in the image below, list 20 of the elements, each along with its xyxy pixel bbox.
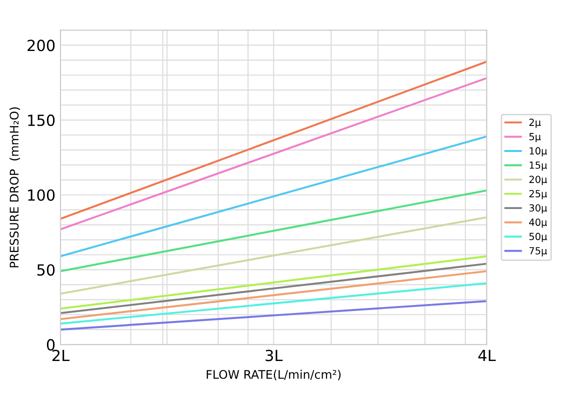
y-tick-label: 50 — [37, 264, 55, 276]
legend-label: 75μ — [529, 247, 547, 256]
legend-label: 15μ — [530, 162, 547, 171]
y-axis-title: PRESSURE DROP (mmH₂O) — [9, 107, 20, 268]
legend-label: 30μ — [529, 204, 547, 214]
x-tick-label: 4L — [478, 350, 496, 362]
y-tick-label: 200 — [28, 40, 55, 52]
y-tick-label: 0 — [46, 339, 55, 351]
y-tick-label: 100 — [28, 189, 55, 201]
legend-label: 5μ — [529, 133, 541, 142]
legend-label: 25μ — [529, 190, 547, 200]
legend-label: 50μ — [529, 232, 547, 242]
legend-label: 20μ — [529, 176, 547, 185]
x-tick-label: 3L — [266, 350, 283, 362]
x-tick-label: 2L — [52, 350, 70, 362]
x-axis-title: FLOW RATE(L/min/cm²) — [206, 370, 341, 380]
legend-label: 2μ — [529, 118, 541, 128]
legend-label: 10μ — [530, 147, 547, 156]
legend-label: 40μ — [529, 218, 547, 228]
y-tick-label: 150 — [28, 114, 55, 126]
